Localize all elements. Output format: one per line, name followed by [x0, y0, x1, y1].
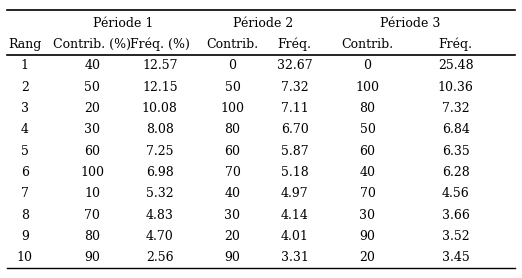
Text: 1: 1	[21, 59, 29, 72]
Text: 4.14: 4.14	[281, 208, 309, 222]
Text: 70: 70	[224, 166, 240, 179]
Text: 90: 90	[360, 230, 375, 243]
Text: 3.66: 3.66	[442, 208, 470, 222]
Text: 8.08: 8.08	[146, 123, 174, 136]
Text: 0: 0	[363, 59, 372, 72]
Text: 6.70: 6.70	[281, 123, 309, 136]
Text: 10.08: 10.08	[142, 102, 177, 115]
Text: 100: 100	[220, 102, 244, 115]
Text: 5.18: 5.18	[281, 166, 309, 179]
Text: 30: 30	[84, 123, 100, 136]
Text: 60: 60	[360, 145, 375, 158]
Text: 90: 90	[224, 251, 240, 264]
Text: 7.32: 7.32	[281, 81, 309, 94]
Text: 12.15: 12.15	[142, 81, 177, 94]
Text: 4.83: 4.83	[146, 208, 174, 222]
Text: 12.57: 12.57	[142, 59, 177, 72]
Text: Rang: Rang	[8, 38, 41, 51]
Text: 20: 20	[85, 102, 100, 115]
Text: 5: 5	[21, 145, 29, 158]
Text: 3.31: 3.31	[281, 251, 309, 264]
Text: 5.87: 5.87	[281, 145, 309, 158]
Text: Période 1: Période 1	[93, 17, 153, 29]
Text: 25.48: 25.48	[438, 59, 473, 72]
Text: 7.11: 7.11	[281, 102, 309, 115]
Text: Fréq.: Fréq.	[438, 38, 473, 51]
Text: 4.01: 4.01	[281, 230, 309, 243]
Text: 20: 20	[224, 230, 240, 243]
Text: 6.84: 6.84	[442, 123, 470, 136]
Text: 6.35: 6.35	[442, 145, 470, 158]
Text: Contrib.: Contrib.	[341, 38, 394, 51]
Text: 2.56: 2.56	[146, 251, 173, 264]
Text: 60: 60	[84, 145, 100, 158]
Text: 6.28: 6.28	[442, 166, 470, 179]
Text: 30: 30	[360, 208, 375, 222]
Text: 80: 80	[224, 123, 241, 136]
Text: 90: 90	[85, 251, 100, 264]
Text: 70: 70	[85, 208, 100, 222]
Text: 80: 80	[360, 102, 375, 115]
Text: 0: 0	[229, 59, 236, 72]
Text: 4.56: 4.56	[442, 187, 470, 200]
Text: 32.67: 32.67	[277, 59, 313, 72]
Text: 6.98: 6.98	[146, 166, 174, 179]
Text: Période 2: Période 2	[233, 17, 294, 29]
Text: 100: 100	[355, 81, 379, 94]
Text: 30: 30	[224, 208, 241, 222]
Text: 3.45: 3.45	[442, 251, 470, 264]
Text: 50: 50	[360, 123, 375, 136]
Text: 10: 10	[17, 251, 33, 264]
Text: 40: 40	[360, 166, 375, 179]
Text: 3: 3	[21, 102, 29, 115]
Text: 7.25: 7.25	[146, 145, 173, 158]
Text: 8: 8	[21, 208, 29, 222]
Text: Contrib. (%): Contrib. (%)	[53, 38, 131, 51]
Text: 60: 60	[224, 145, 241, 158]
Text: 50: 50	[85, 81, 100, 94]
Text: 20: 20	[360, 251, 375, 264]
Text: Période 3: Période 3	[380, 17, 440, 29]
Text: 7: 7	[21, 187, 29, 200]
Text: Contrib.: Contrib.	[206, 38, 258, 51]
Text: 4: 4	[21, 123, 29, 136]
Text: 100: 100	[80, 166, 104, 179]
Text: 5.32: 5.32	[146, 187, 173, 200]
Text: 70: 70	[360, 187, 375, 200]
Text: 4.70: 4.70	[146, 230, 174, 243]
Text: Fréq. (%): Fréq. (%)	[130, 38, 189, 51]
Text: 9: 9	[21, 230, 29, 243]
Text: 80: 80	[84, 230, 100, 243]
Text: Fréq.: Fréq.	[278, 38, 312, 51]
Text: 3.52: 3.52	[442, 230, 469, 243]
Text: 6: 6	[21, 166, 29, 179]
Text: 7.32: 7.32	[442, 102, 469, 115]
Text: 10: 10	[84, 187, 100, 200]
Text: 4.97: 4.97	[281, 187, 309, 200]
Text: 2: 2	[21, 81, 29, 94]
Text: 40: 40	[224, 187, 241, 200]
Text: 10.36: 10.36	[438, 81, 473, 94]
Text: 40: 40	[84, 59, 100, 72]
Text: 50: 50	[224, 81, 240, 94]
